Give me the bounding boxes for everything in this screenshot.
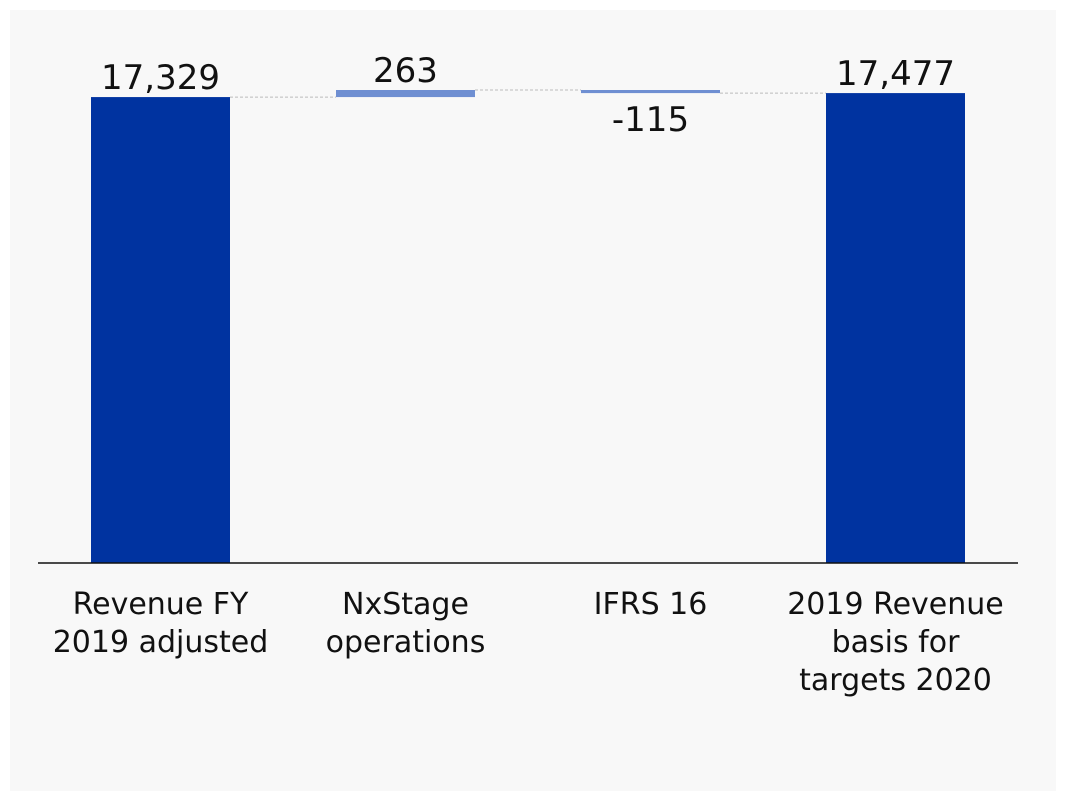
bar [826,93,965,563]
plot: 17,329 263 -115 17,477 [38,51,1018,564]
chart: 17,329 263 -115 17,477 Revenue FY 2019 adju… [10,10,1056,791]
x-tick-label: Revenue FY 2019 adjusted [52,587,269,660]
value-label: -115 [612,100,689,140]
bar [336,90,475,98]
value-label: 263 [373,51,438,91]
value-label: 17,329 [101,58,220,98]
x-tick-label: 2019 Revenue basis for targets 2020 [787,587,1004,698]
value-label: 17,477 [836,54,955,94]
x-tick-label: IFRS 16 [593,587,708,622]
bar [581,90,720,94]
bar [91,97,230,563]
x-tick-label: NxStage operations [325,587,486,660]
